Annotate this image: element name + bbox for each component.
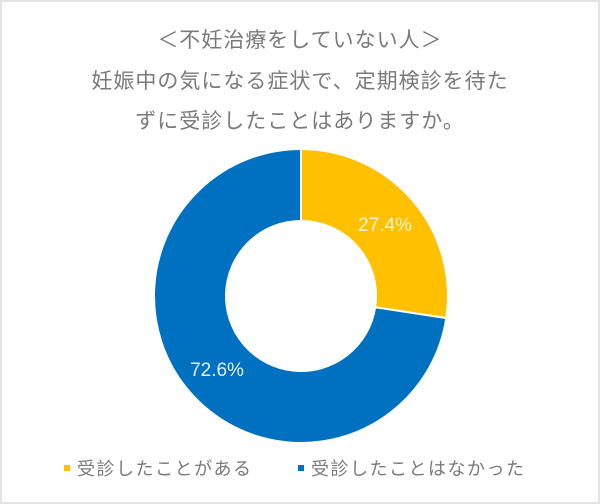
slice-no	[153, 147, 448, 444]
data-label-yes: 27.4%	[358, 215, 412, 236]
chart-title-line-3: ずに受診したことはありますか。	[135, 109, 465, 133]
legend-label-no: 受診したことはなかった	[311, 459, 526, 480]
data-label-no: 72.6%	[190, 360, 244, 381]
slice-yes	[300, 147, 449, 320]
legend-swatch-yes	[64, 465, 70, 471]
chart-title-line-1: ＜不妊治療をしていない人＞	[157, 28, 443, 52]
legend-swatch-no	[298, 465, 304, 471]
legend: 受診したことがある 受診したことはなかった	[0, 456, 600, 480]
legend-item-yes: 受診したことがある	[64, 456, 253, 480]
legend-item-no: 受診したことはなかった	[298, 456, 526, 480]
chart-title-line-2: 妊娠中の気になる症状で、定期検診を待た	[91, 69, 509, 93]
legend-label-yes: 受診したことがある	[77, 459, 253, 480]
